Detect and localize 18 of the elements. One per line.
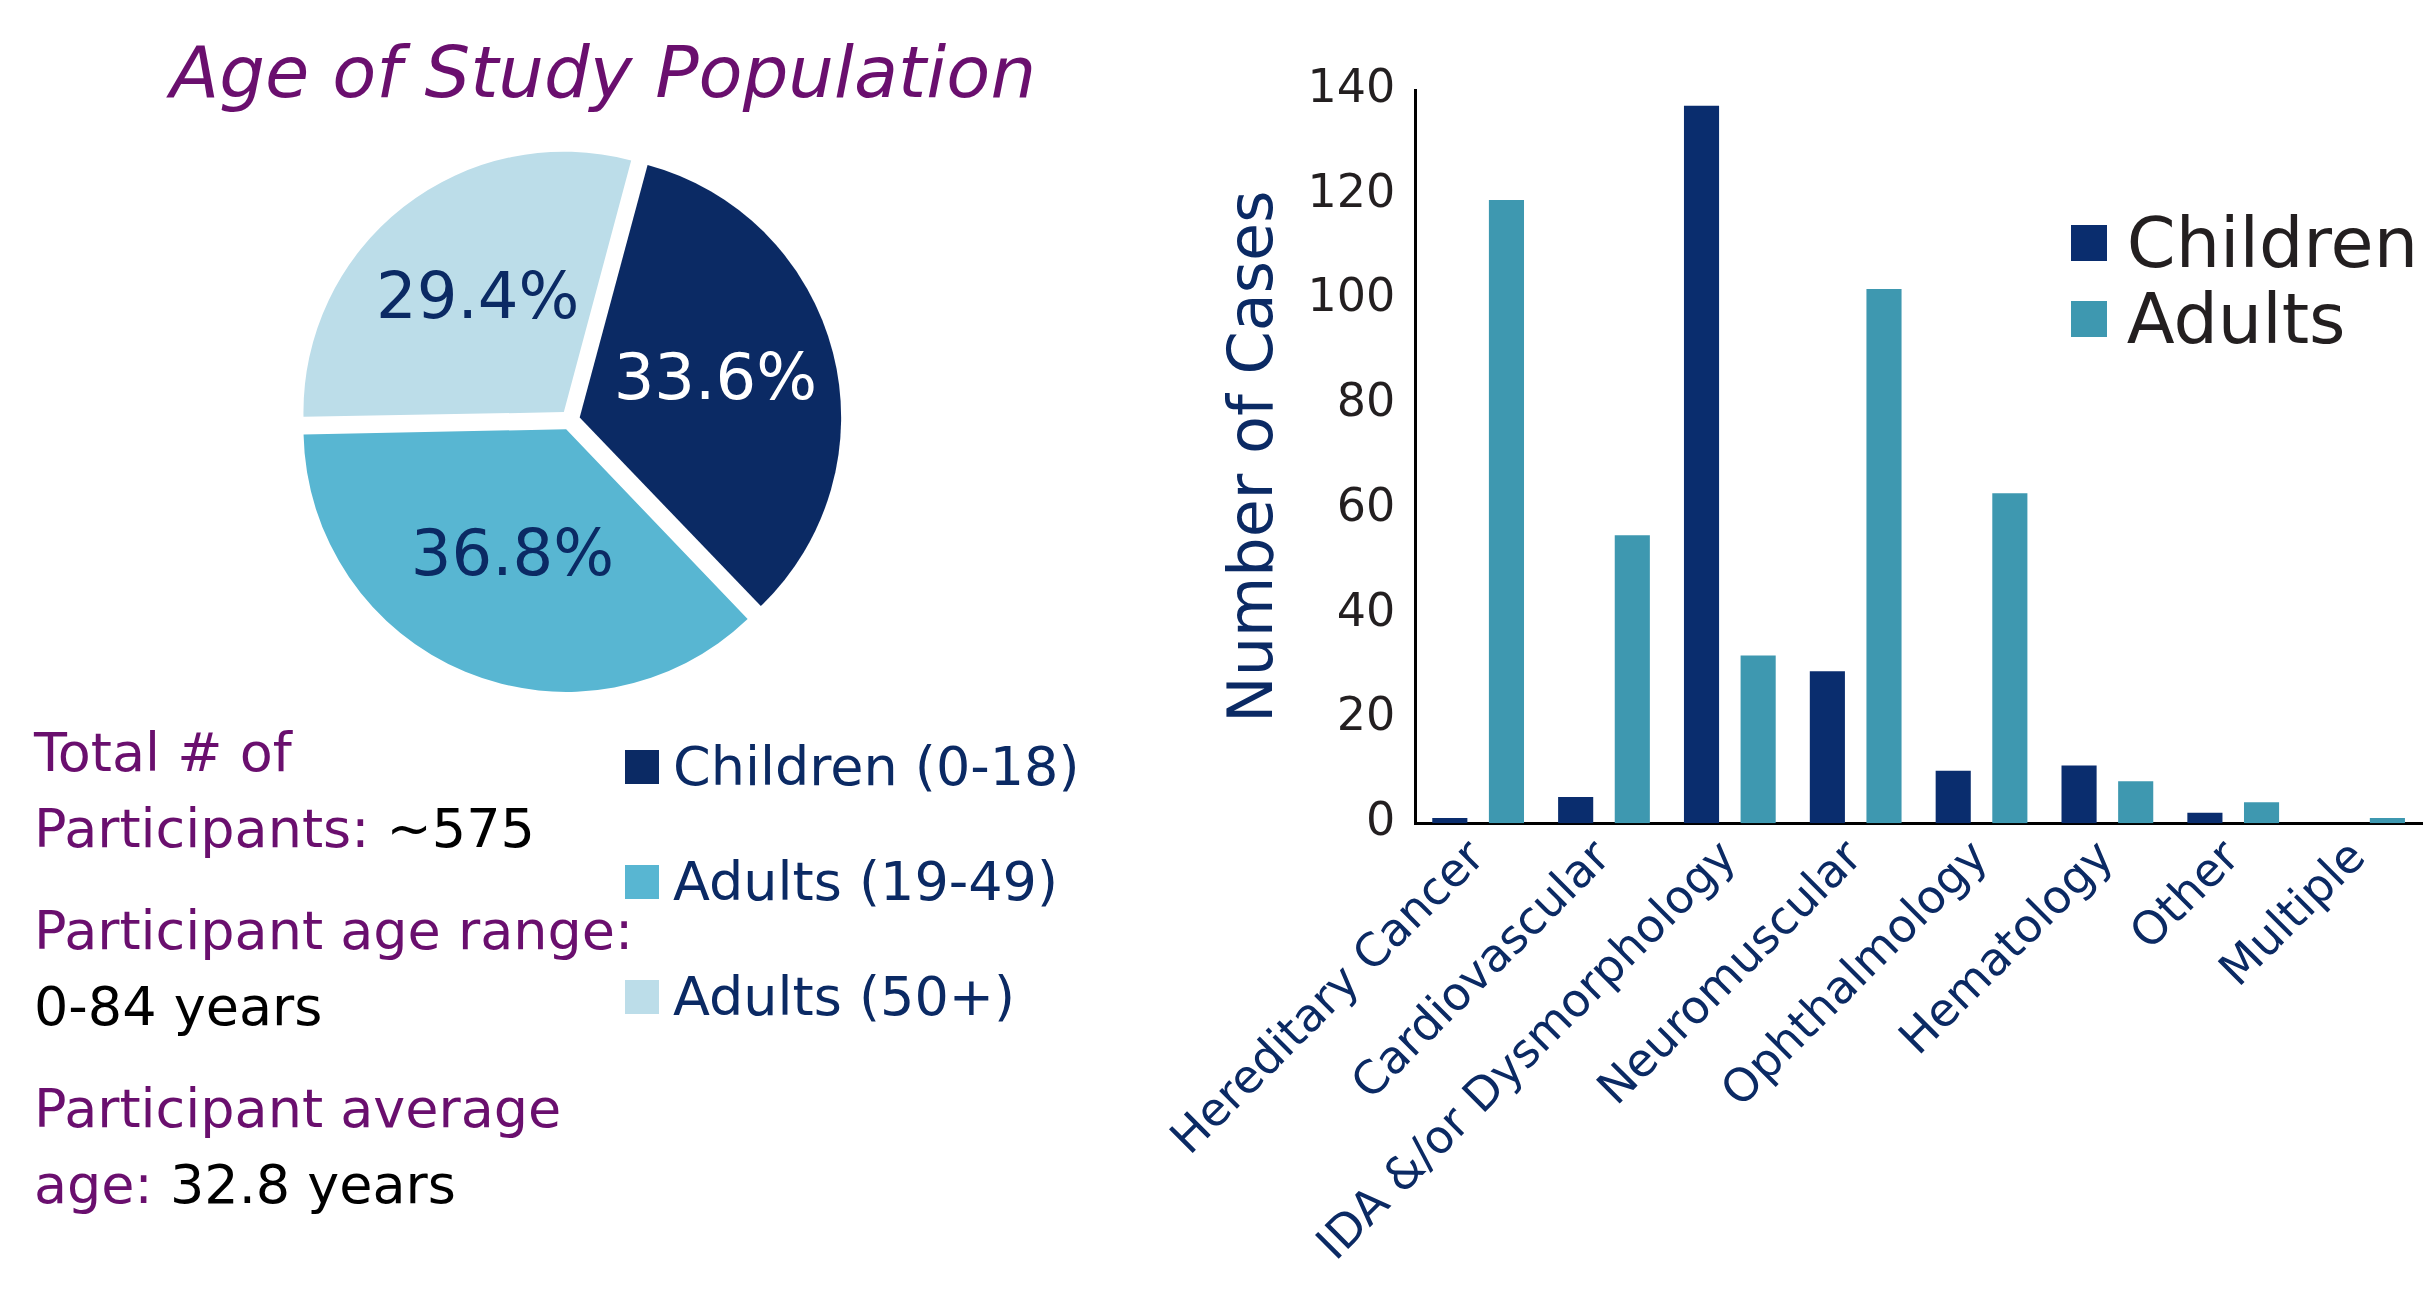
text: Participant average age: 32.8 years [34,1077,562,1216]
legend-label: Adults (50+) [673,965,1016,1028]
y-tick-label: 40 [1336,582,1396,637]
legend-label: Adults (19-49) [673,850,1059,913]
data-label: 33.6% [613,340,817,415]
data-label: 29.4% [375,259,580,334]
y-axis-title: Number of Cases [1214,190,1288,723]
y-tick-label: 20 [1336,687,1396,742]
data-label: 36.8% [410,516,615,591]
text: Participant age range: 0-84 years [34,899,634,1038]
legend-label: Children (0-18) [673,735,1080,798]
y-tick-label: 60 [1336,477,1396,532]
y-tick-label: 120 [1307,163,1396,218]
y-tick-label: 100 [1307,268,1396,323]
text: Total # of Participants: ~575 [34,721,535,860]
y-tick-label: 0 [1365,792,1396,847]
y-tick-label: 80 [1336,373,1396,428]
y-tick-label: 140 [1307,58,1396,113]
